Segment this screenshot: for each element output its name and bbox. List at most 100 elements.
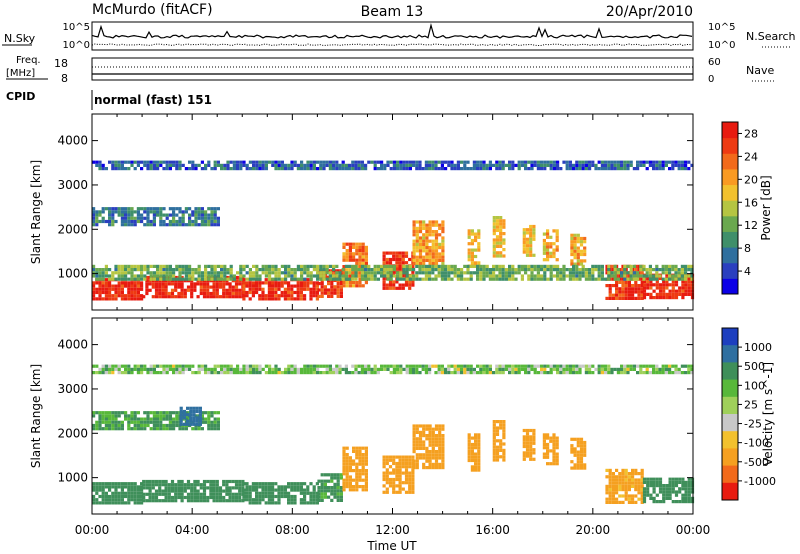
velocity-echo-cell [492, 439, 496, 443]
power-echo-cell [498, 264, 502, 268]
velocity-echo-cell [95, 420, 99, 424]
power-echo-cell [117, 160, 121, 164]
velocity-echo-cell [181, 367, 185, 371]
velocity-echo-cell [412, 443, 416, 447]
power-echo-cell [345, 258, 349, 262]
power-echo-cell [467, 251, 471, 255]
power-echo-cell [597, 264, 601, 268]
power-echo-cell [312, 284, 316, 288]
velocity-echo-cell [488, 367, 492, 371]
velocity-echo-cell [652, 487, 656, 491]
velocity-echo-cell [470, 452, 474, 456]
power-echo-cell [117, 284, 121, 288]
power-echo-cell [616, 268, 620, 272]
power-echo-cell [342, 245, 346, 249]
velocity-echo-cell [218, 499, 223, 503]
power-echo-cell [120, 284, 124, 288]
power-echo-cell [296, 281, 300, 285]
velocity-echo-cell [637, 481, 641, 485]
velocity-echo-cell [671, 500, 675, 504]
power-echo-cell [607, 167, 611, 171]
power-echo-cell [600, 163, 604, 167]
power-echo-cell [575, 277, 579, 281]
power-echo-cell [530, 268, 534, 272]
power-echo-cell [108, 216, 112, 220]
power-echo-cell [532, 231, 536, 235]
power-echo-cell [425, 258, 429, 262]
power-echo-cell [178, 216, 182, 220]
power-echo-cell [156, 207, 160, 211]
power-echo-cell [674, 283, 679, 287]
power-echo-cell [127, 207, 131, 211]
power-echo-cell [645, 167, 649, 171]
velocity-echo-cell [527, 364, 531, 368]
velocity-echo-cell [303, 501, 307, 505]
velocity-echo-cell [345, 456, 349, 460]
power-echo-cell [146, 213, 150, 217]
velocity-echo-cell [652, 484, 656, 488]
velocity-echo-cell [524, 367, 528, 371]
power-echo-cell [181, 213, 185, 217]
power-echo-cell [450, 160, 454, 164]
velocity-echo-cell [499, 442, 503, 446]
velocity-echo-cell [681, 493, 685, 497]
velocity-echo-cell [412, 424, 416, 428]
velocity-echo-cell [376, 371, 380, 375]
power-echo-cell [213, 264, 217, 268]
power-echo-cell [640, 290, 644, 294]
power-echo-cell [677, 271, 681, 275]
velocity-echo-cell [646, 487, 650, 491]
power-echo-cell [111, 277, 115, 281]
power-echo-cell [469, 167, 473, 171]
velocity-echo-cell [437, 367, 441, 371]
velocity-echo-cell [649, 496, 653, 500]
power-echo-cell [341, 274, 345, 278]
velocity-echo-cell [152, 367, 156, 371]
velocity-echo-cell [186, 406, 190, 410]
power-echo-cell [300, 274, 304, 278]
power-echo-cell [504, 277, 508, 281]
power-echo-cell [143, 274, 147, 278]
power-echo-cell [303, 297, 307, 301]
velocity-echo-cell [145, 486, 149, 490]
power-echo-cell [287, 271, 291, 275]
power-echo-cell [274, 294, 278, 298]
power-echo-cell [415, 220, 419, 224]
velocity-echo-cell [204, 411, 208, 415]
velocity-echo-cell [338, 367, 342, 371]
power-echo-cell [501, 264, 505, 268]
power-echo-cell [111, 216, 115, 220]
velocity-echo-cell [108, 367, 112, 371]
velocity-echo-cell [624, 494, 628, 498]
velocity-echo-cell [664, 371, 668, 375]
power-echo-cell [502, 254, 506, 258]
velocity-echo-cell [220, 371, 224, 375]
velocity-echo-cell [190, 483, 194, 487]
velocity-echo-cell [124, 482, 128, 486]
power-echo-cell [677, 274, 681, 278]
power-echo-cell [552, 251, 556, 255]
power-colorbar-tick-label: 16 [744, 196, 758, 209]
power-echo-cell [418, 236, 423, 240]
velocity-echo-cell [428, 459, 432, 463]
velocity-echo-cell [634, 494, 638, 498]
velocity-echo-cell [127, 488, 131, 492]
velocity-echo-cell [213, 364, 217, 368]
velocity-echo-cell [546, 446, 550, 450]
velocity-echo-cell [434, 453, 439, 457]
power-echo-cell [190, 291, 194, 296]
power-echo-cell [476, 167, 480, 171]
power-echo-cell [320, 285, 324, 289]
power-echo-cell [108, 297, 112, 301]
power-echo-cell [477, 235, 481, 239]
velocity-echo-cell [422, 453, 426, 457]
velocity-echo-cell [204, 364, 208, 368]
power-echo-cell [674, 289, 679, 293]
power-echo-cell [680, 277, 684, 281]
power-echo-cell [333, 272, 337, 276]
velocity-echo-cell [319, 364, 323, 368]
power-echo-cell [184, 271, 188, 275]
power-echo-cell [239, 277, 243, 281]
power-echo-cell [476, 277, 480, 281]
velocity-echo-cell [624, 481, 628, 485]
